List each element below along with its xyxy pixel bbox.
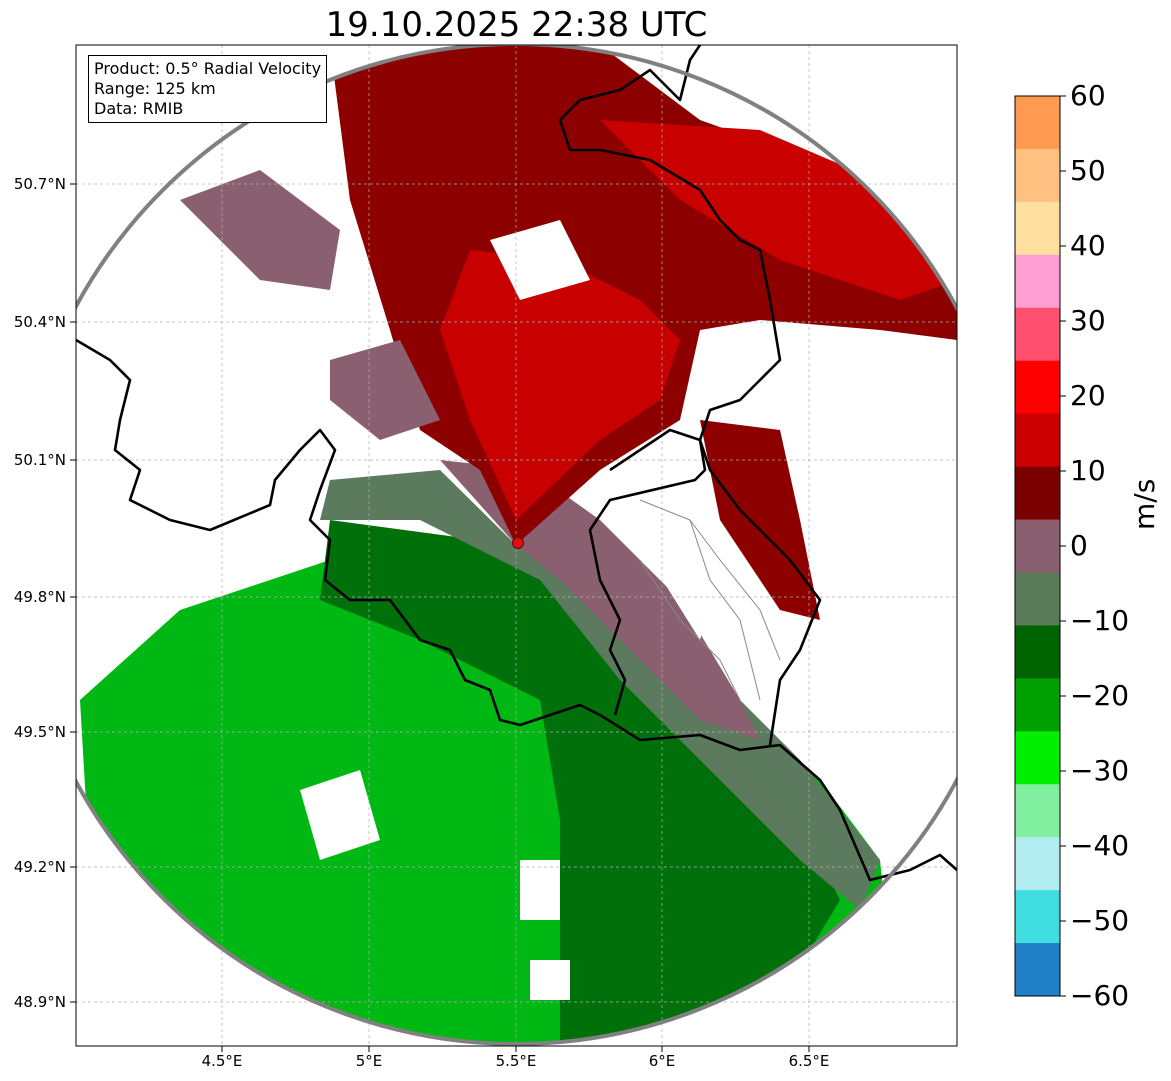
colorbar-tick-label: −10	[1070, 604, 1130, 637]
lat-label: 49.2°N	[13, 858, 66, 876]
border-belgium-france	[76, 338, 957, 882]
lon-label: 5°E	[355, 1052, 383, 1070]
colorbar-tick-label: −50	[1070, 904, 1130, 937]
colorbar-segment	[1015, 625, 1060, 679]
colorbar-segment	[1015, 837, 1060, 891]
lon-label: 6°E	[648, 1052, 676, 1070]
colorbar-segment	[1015, 466, 1060, 521]
velocity-field	[80, 45, 957, 1044]
colorbar-segment	[1015, 519, 1060, 573]
colorbar-segment	[1015, 360, 1060, 415]
range-ring	[76, 45, 957, 1046]
colorbar-tick-label: 0	[1070, 529, 1088, 562]
clear-gap-south3	[530, 960, 570, 1000]
colorbar-tick-label: −60	[1070, 979, 1130, 1012]
colorbar-segment	[1015, 307, 1060, 362]
colorbar-segment	[1015, 254, 1060, 309]
admin-boundaries	[639, 499, 781, 701]
colorbar-tick-label: 60	[1070, 79, 1106, 112]
clear-gap-east	[620, 460, 720, 640]
colorbar-segment	[1015, 413, 1060, 468]
colorbar-tick-label: −40	[1070, 829, 1130, 862]
product-info-box: Product: 0.5° Radial Velocity Range: 125…	[88, 55, 328, 123]
outbound-velocity-core	[440, 250, 680, 520]
outbound-velocity-east	[600, 120, 957, 300]
graticule	[76, 45, 957, 1046]
clear-gap-north	[490, 220, 590, 300]
colorbar-tick-label: −30	[1070, 754, 1130, 787]
lat-label: 48.9°N	[13, 993, 66, 1011]
colorbar-segment	[1015, 96, 1060, 150]
clear-gap-south	[300, 770, 380, 860]
clear-gap-south2	[520, 860, 560, 920]
lat-label: 49.5°N	[13, 723, 66, 741]
lat-label: 50.4°N	[13, 313, 66, 331]
range-label: Range: 125 km	[94, 79, 216, 98]
outbound-cell-east	[700, 420, 820, 620]
colorbar-tick-label: 20	[1070, 379, 1106, 412]
colorbar-segment	[1015, 943, 1060, 997]
clear-gap-west	[100, 300, 330, 480]
colorbar-tick-label: 30	[1070, 304, 1106, 337]
lat-label: 49.8°N	[13, 588, 66, 606]
colorbar-tick-label: 10	[1070, 454, 1106, 487]
colorbar-unit-label: m/s	[1128, 478, 1161, 530]
colorbar-segment	[1015, 678, 1060, 732]
border-luxembourg	[588, 428, 707, 716]
radar-site-marker[interactable]	[512, 537, 524, 549]
country-borders	[76, 45, 957, 882]
colorbar-segment	[1015, 731, 1060, 785]
product-label: Product: 0.5° Radial Velocity	[94, 59, 322, 78]
lon-label: 6.5°E	[788, 1052, 830, 1070]
near-zero-red-mid	[330, 340, 440, 440]
border-germany	[558, 119, 822, 746]
colorbar-segment	[1015, 201, 1060, 256]
colorbar-segment	[1015, 890, 1060, 944]
colorbar	[1014, 95, 1066, 997]
axis-ticks	[70, 183, 810, 1052]
border-nl-de	[559, 45, 702, 121]
lat-label: 50.1°N	[13, 451, 66, 469]
near-zero-red-west	[180, 170, 340, 290]
map-title: 19.10.2025 22:38 UTC	[325, 5, 708, 45]
lon-label: 4.5°E	[201, 1052, 243, 1070]
colorbar-segment	[1015, 784, 1060, 838]
data-source-label: Data: RMIB	[94, 99, 184, 118]
lat-label: 50.7°N	[13, 175, 66, 193]
lon-label: 5.5°E	[495, 1052, 537, 1070]
near-zero-green-band	[320, 470, 880, 910]
colorbar-tick-label: −20	[1070, 679, 1130, 712]
colorbar-tick-label: 40	[1070, 229, 1106, 262]
colorbar-segment	[1015, 148, 1060, 203]
colorbar-segment	[1015, 572, 1060, 626]
colorbar-tick-label: 50	[1070, 154, 1106, 187]
